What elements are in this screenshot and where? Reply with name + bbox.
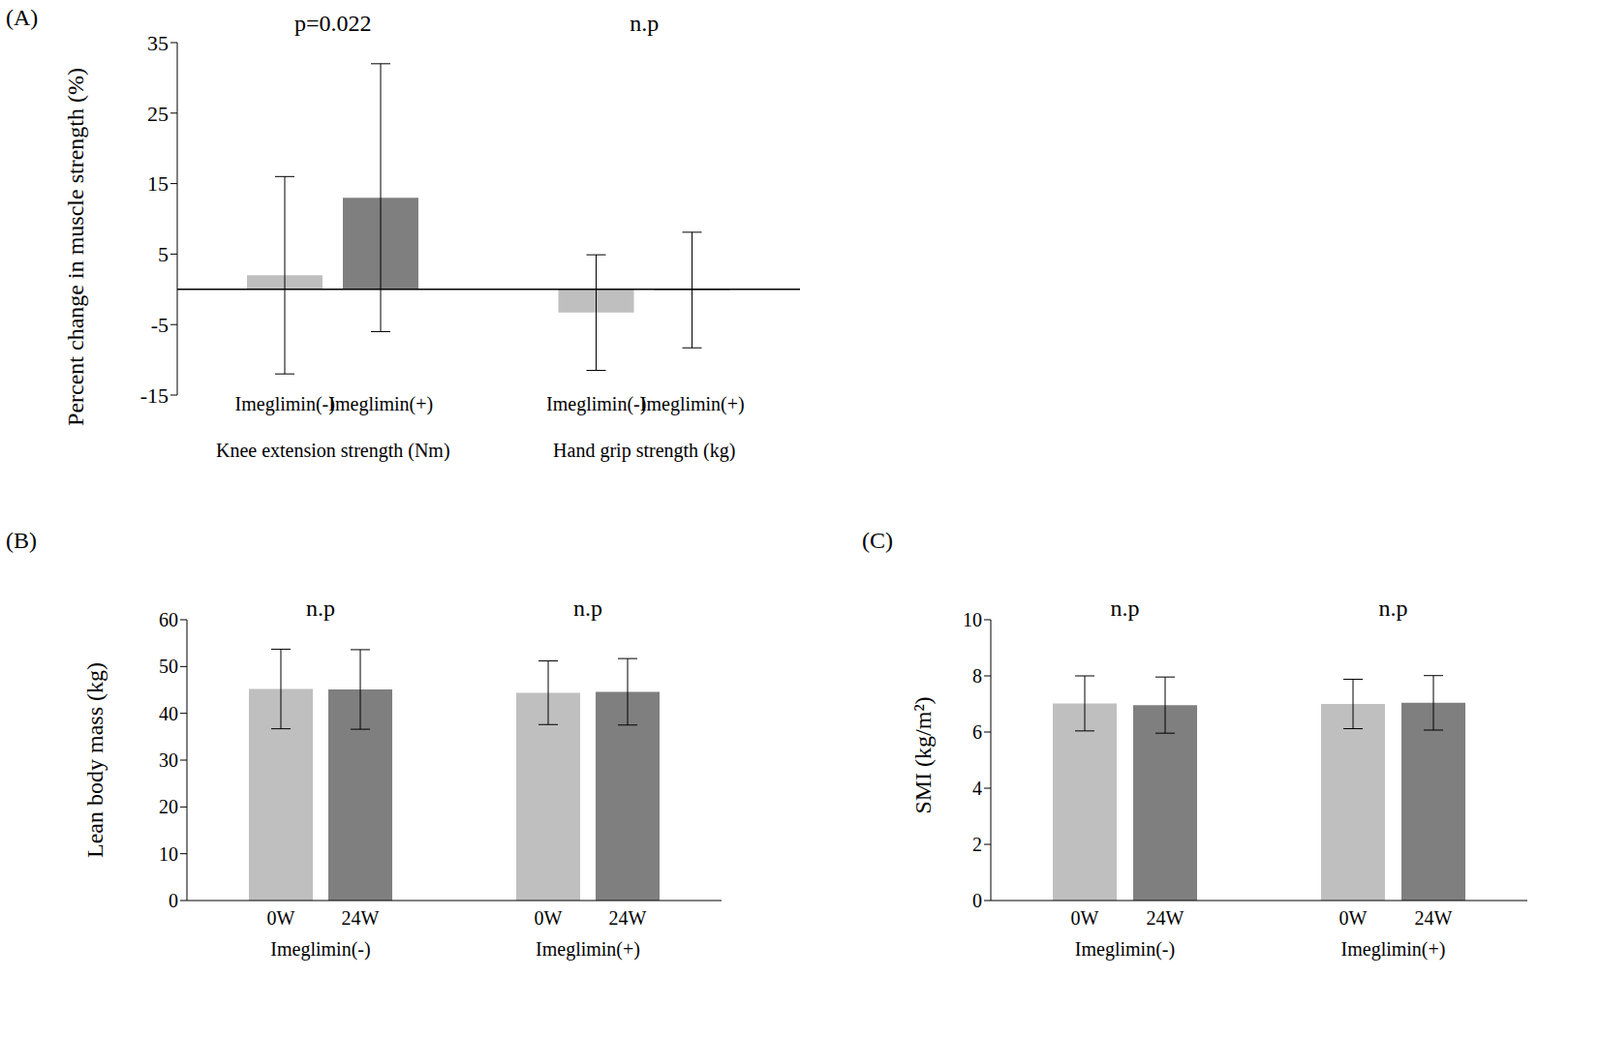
svg-text:Imeglimin(-): Imeglimin(-): [1075, 938, 1175, 961]
svg-text:2: 2: [972, 833, 983, 856]
svg-text:n.p: n.p: [573, 595, 603, 621]
svg-text:24W: 24W: [609, 907, 647, 929]
svg-text:24W: 24W: [341, 907, 380, 929]
svg-text:10: 10: [962, 609, 983, 631]
svg-text:Percent change in muscle stren: Percent change in muscle strength (%): [62, 67, 89, 427]
svg-text:30: 30: [158, 749, 179, 771]
svg-text:Imeglimin(-): Imeglimin(-): [270, 938, 370, 961]
svg-text:-5: -5: [151, 312, 169, 338]
svg-text:-15: -15: [140, 383, 169, 408]
svg-text:4: 4: [972, 777, 983, 800]
svg-text:Imeglimin(+): Imeglimin(+): [328, 393, 433, 416]
svg-text:Knee extension strength (Nm): Knee extension strength (Nm): [215, 439, 451, 462]
svg-text:n.p: n.p: [1379, 595, 1409, 621]
svg-text:6: 6: [972, 721, 983, 743]
svg-text:24W: 24W: [1146, 907, 1185, 929]
svg-text:8: 8: [972, 665, 983, 687]
svg-text:24W: 24W: [1415, 907, 1453, 929]
svg-text:Lean body mass (kg): Lean body mass (kg): [82, 662, 108, 859]
svg-text:Hand grip strength (kg): Hand grip strength (kg): [553, 439, 736, 462]
svg-text:p=0.022: p=0.022: [294, 10, 372, 36]
svg-text:Imeglimin(-): Imeglimin(-): [546, 393, 647, 416]
svg-text:0: 0: [972, 890, 983, 912]
svg-text:0W: 0W: [1339, 907, 1368, 929]
svg-text:0W: 0W: [1071, 907, 1100, 929]
svg-text:Imeglimin(+): Imeglimin(+): [640, 393, 745, 416]
svg-text:0W: 0W: [267, 907, 296, 929]
svg-text:Imeglimin(-): Imeglimin(-): [235, 393, 336, 416]
svg-text:60: 60: [158, 609, 179, 631]
svg-text:5: 5: [157, 242, 169, 267]
svg-text:0: 0: [168, 890, 179, 912]
svg-text:40: 40: [158, 703, 179, 725]
svg-text:n.p: n.p: [306, 595, 336, 621]
svg-text:n.p: n.p: [1110, 595, 1140, 621]
svg-text:25: 25: [147, 101, 169, 126]
svg-text:(C): (C): [861, 527, 893, 554]
svg-text:20: 20: [158, 796, 179, 818]
svg-text:(B): (B): [7, 527, 37, 554]
svg-text:n.p: n.p: [629, 10, 659, 36]
svg-text:50: 50: [158, 655, 179, 677]
svg-text:10: 10: [158, 843, 179, 865]
svg-text:0W: 0W: [534, 907, 563, 929]
svg-text:Imeglimin(+): Imeglimin(+): [1341, 938, 1447, 961]
svg-text:SMI (kg/m²): SMI (kg/m²): [910, 696, 936, 814]
svg-text:Imeglimin(+): Imeglimin(+): [535, 938, 641, 961]
svg-text:15: 15: [147, 171, 169, 196]
svg-text:(A): (A): [7, 4, 38, 31]
svg-text:35: 35: [147, 30, 169, 56]
